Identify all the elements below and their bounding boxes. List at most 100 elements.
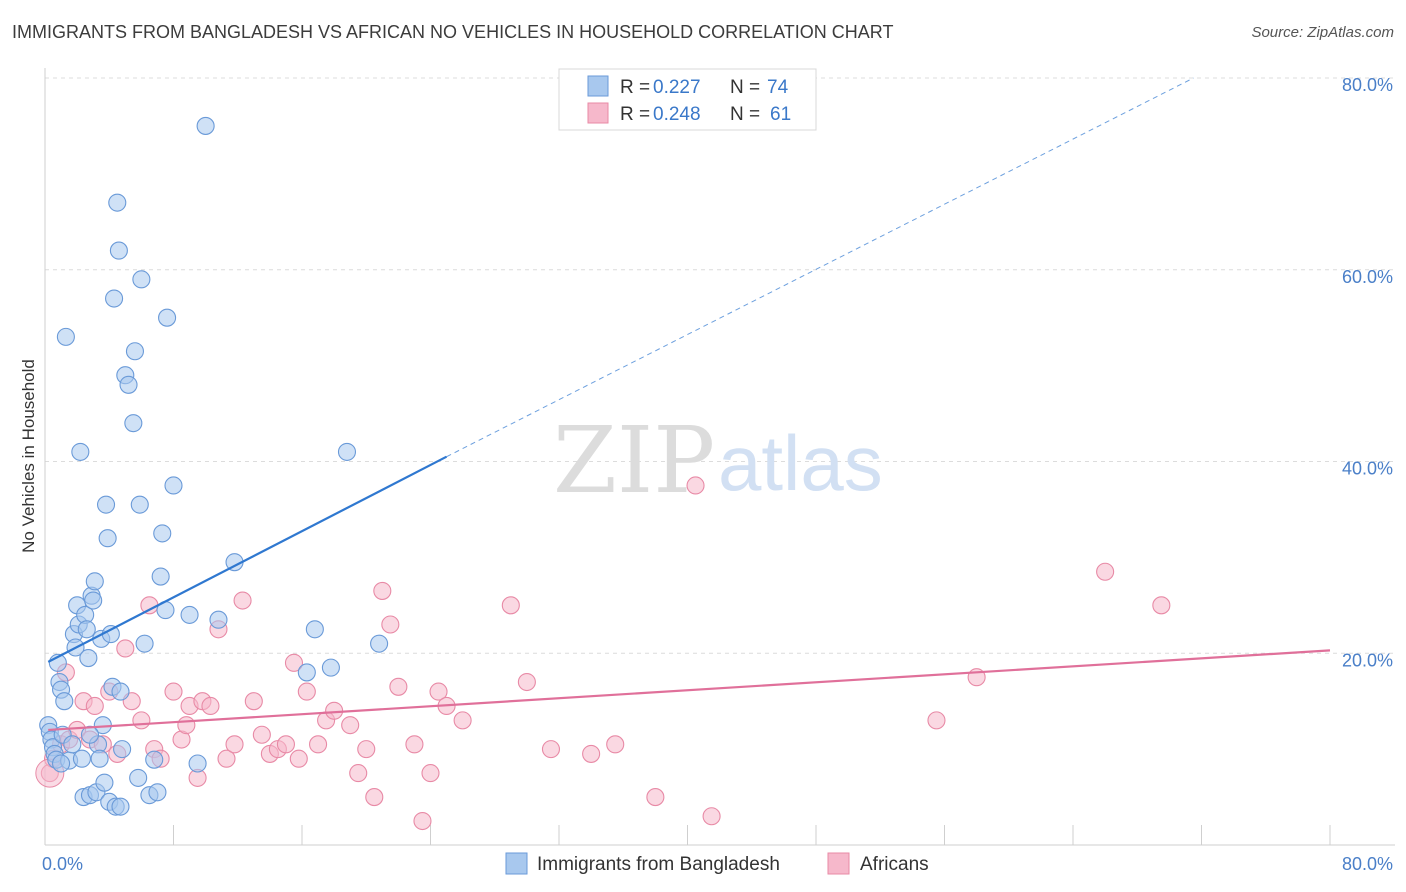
bangladesh-trend-line [47, 455, 448, 663]
watermark-zip: ZIP [553, 407, 715, 514]
bangladesh-point [96, 495, 116, 514]
bangladesh-point [158, 308, 177, 327]
africans-point [606, 735, 625, 754]
bangladesh-point [84, 591, 103, 610]
africans-point [289, 749, 308, 768]
bangladesh-point [164, 476, 183, 495]
africans-point [1152, 596, 1171, 615]
bottom-legend-label-africans: Africans [860, 854, 929, 875]
bangladesh-point [124, 414, 143, 433]
legend-n-label-blue: N = [730, 77, 760, 98]
africans-point [429, 682, 448, 701]
bangladesh-point [90, 749, 109, 768]
bangladesh-point [145, 750, 164, 769]
bangladesh-point [305, 620, 324, 639]
bangladesh-point [52, 754, 71, 773]
bangladesh-point [196, 116, 215, 135]
africans-point [357, 740, 376, 759]
bangladesh-point [77, 620, 96, 639]
bangladesh-trend-extension [446, 77, 1194, 458]
africans-point [646, 788, 665, 807]
bangladesh-point [108, 193, 127, 212]
source-label: Source: ZipAtlas.com [1251, 24, 1394, 41]
africans-point [284, 653, 304, 672]
africans-point [341, 716, 360, 735]
bangladesh-point [63, 735, 82, 754]
y-tick-label: 40.0% [1342, 459, 1393, 479]
legend-n-label-pink: N = [730, 104, 760, 125]
bangladesh-points [39, 116, 389, 816]
africans-point [85, 696, 104, 716]
legend-swatch-blue [587, 75, 609, 97]
africans-point [365, 788, 384, 807]
africans-point [349, 764, 368, 783]
bangladesh-point [109, 241, 128, 260]
africans-point [132, 711, 151, 730]
africans-point [413, 811, 432, 831]
africans-point [381, 615, 400, 634]
africans-point [116, 639, 135, 658]
bangladesh-point [95, 773, 114, 792]
africans-point [217, 749, 236, 768]
africans-point [541, 740, 561, 759]
bangladesh-point [72, 749, 91, 768]
africans-point [140, 596, 159, 615]
trend-lines [47, 77, 1331, 732]
bangladesh-point [71, 442, 90, 461]
y-tick-label: 60.0% [1342, 267, 1393, 287]
bangladesh-point [130, 495, 149, 514]
bangladesh-point [209, 610, 228, 629]
legend-r-label-pink: R = [620, 104, 650, 125]
africans-point [501, 596, 520, 615]
africans-point [686, 476, 705, 495]
bottom-legend: Immigrants from Bangladesh Africans [505, 852, 929, 875]
axes [44, 68, 1395, 846]
africans-point [164, 682, 183, 701]
chart-title: IMMIGRANTS FROM BANGLADESH VS AFRICAN NO… [12, 22, 894, 42]
africans-point [201, 696, 220, 716]
africans-point [582, 744, 601, 763]
bangladesh-point [135, 634, 154, 653]
bangladesh-point [151, 567, 170, 586]
x-tick-label: 0.0% [42, 854, 83, 874]
bottom-legend-label-bangladesh: Immigrants from Bangladesh [537, 854, 780, 875]
legend-r-value-pink: 0.248 [653, 104, 701, 125]
bangladesh-point [85, 572, 104, 591]
africans-point [276, 735, 295, 754]
top-legend: R = 0.227 N = 74 R = 0.248 N = 61 [558, 68, 817, 131]
africans-point [309, 735, 328, 754]
bottom-legend-swatch-pink [827, 852, 850, 875]
bangladesh-point [370, 634, 389, 653]
bangladesh-point [297, 663, 316, 682]
africans-point [297, 682, 316, 701]
legend-r-label-blue: R = [620, 77, 650, 98]
africans-point [421, 764, 440, 783]
africans-point [453, 711, 472, 730]
bangladesh-point [125, 342, 144, 361]
bangladesh-point [129, 768, 148, 787]
y-tick-label: 20.0% [1342, 650, 1393, 670]
bangladesh-point [180, 605, 199, 624]
bangladesh-point [188, 754, 207, 773]
x-tick-labels: 0.0% 80.0% [42, 854, 1393, 874]
bangladesh-point [148, 783, 167, 802]
africans-trend-line [48, 649, 1331, 732]
grid-lines [45, 77, 1395, 654]
africans-point [233, 591, 252, 610]
bangladesh-point [132, 270, 151, 289]
watermark: ZIP atlas [553, 407, 883, 514]
bangladesh-point [153, 524, 172, 543]
bangladesh-point [98, 529, 117, 548]
legend-swatch-pink [587, 102, 609, 124]
y-axis-label: No Vehicles in Household [19, 359, 38, 553]
legend-n-value-blue: 74 [767, 77, 789, 98]
africans-point [927, 711, 946, 730]
africans-point [389, 677, 408, 696]
africans-point [225, 735, 244, 754]
y-tick-labels: 20.0% 40.0% 60.0% 80.0% [1342, 75, 1393, 670]
y-tick-label: 80.0% [1342, 75, 1393, 95]
africans-point [373, 581, 392, 600]
bangladesh-point [111, 682, 130, 701]
africans-point [1096, 562, 1115, 581]
